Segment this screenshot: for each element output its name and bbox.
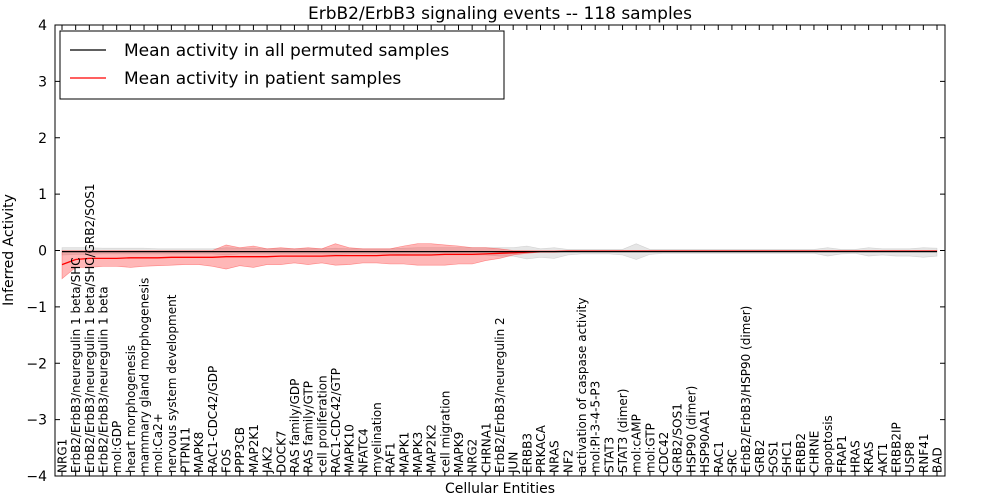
x-tick-label: NRG1: [56, 439, 70, 473]
x-tick-label: RAS family/GDP: [288, 379, 302, 473]
x-tick-label: RAC1-CDC42/GDP: [206, 366, 220, 473]
x-tick-label: BAD: [931, 447, 945, 473]
x-tick-label: CHRNE: [808, 431, 822, 473]
x-tick-label: SOS1: [766, 441, 780, 473]
x-tick-label: RAC1-CDC42/GTP: [329, 368, 343, 473]
x-tick-label: MAPK3: [411, 432, 425, 473]
x-tick-label: NFATC4: [356, 428, 370, 473]
y-axis: 4 3 2 1 0 −1 −2 −3 −4: [26, 18, 945, 485]
x-tick-label: HSP90AA1: [698, 409, 712, 473]
x-tick-label: SRC: [725, 449, 739, 473]
y-tick-label: 3: [38, 74, 47, 90]
series-lines: [61, 250, 937, 266]
x-tick-label: ERBB2: [794, 433, 808, 473]
x-tick-label: USP8: [903, 442, 917, 473]
y-tick-label: −1: [26, 300, 47, 316]
x-tick-label: mol:GDP: [110, 421, 124, 473]
x-axis: NRG1 ErbB2/ErbB3/neuregulin 1 beta/SHC Erb…: [56, 25, 945, 476]
x-tick-label: HRAS: [849, 440, 863, 473]
y-tick-label: 1: [38, 187, 47, 203]
x-tick-label: ErbB2/ErbB3/neuregulin 1 beta/SHC/GRB2/S…: [83, 183, 97, 473]
x-tick-label: ErbB2/ErbB3/neuregulin 2: [493, 317, 507, 473]
x-tick-label: ERBB2IP: [890, 422, 904, 473]
x-tick-label: RNF41: [917, 434, 931, 474]
x-tick-label: cell migration: [438, 391, 452, 473]
x-tick-label: MAPK9: [452, 432, 466, 473]
x-tick-label: AKT1: [876, 443, 890, 473]
x-tick-label: MAP2K1: [247, 424, 261, 473]
y-tick-label: −4: [26, 469, 47, 485]
x-tick-label: FOS: [220, 449, 234, 473]
x-tick-label: RAC1: [712, 441, 726, 473]
x-tick-label: HSP90 (dimer): [684, 386, 698, 473]
x-tick-label: CHRNA1: [479, 422, 493, 473]
x-tick-label: PRKACA: [534, 424, 548, 473]
x-tick-label: ERBB3: [520, 433, 534, 473]
x-tick-label: STAT3: [602, 437, 616, 473]
y-tick-label: −2: [26, 356, 47, 372]
x-tick-label: apoptosis: [821, 415, 835, 473]
legend-label-patient: Mean activity in patient samples: [124, 69, 401, 89]
x-tick-label: DOCK7: [274, 430, 288, 473]
x-tick-label: ErbB2/ErbB3/neuregulin 1 beta: [97, 286, 111, 473]
x-tick-label: NF2: [561, 449, 575, 473]
x-tick-label: GRB2/SOS1: [671, 403, 685, 473]
x-tick-label: JUN: [507, 452, 521, 474]
x-tick-label: NRAS: [548, 440, 562, 473]
y-axis-label: Inferred Activity: [1, 194, 17, 306]
y-tick-label: 0: [38, 244, 47, 260]
x-tick-label: STAT3 (dimer): [616, 389, 630, 473]
x-tick-label: MAPK10: [343, 424, 357, 473]
x-tick-label: SHC1: [780, 440, 794, 473]
x-tick-label: GRB2: [753, 439, 767, 473]
x-tick-label: ErbB2/ErbB3/neuregulin 1 beta/SHC: [69, 257, 83, 473]
x-tick-label: ErbB2/ErbB3/HSP90 (dimer): [739, 306, 753, 473]
x-tick-label: MAPK1: [397, 432, 411, 473]
x-tick-label: PPP3CB: [233, 427, 247, 473]
legend-label-permuted: Mean activity in all permuted samples: [124, 41, 449, 61]
x-tick-label: RAF1: [384, 442, 398, 473]
x-tick-label: nervous system development: [165, 294, 179, 473]
y-tick-label: −3: [26, 413, 47, 429]
x-axis-label: Cellular Entities: [445, 481, 555, 497]
x-tick-label: mol:cAMP: [630, 414, 644, 473]
x-tick-label: mammary gland morphogenesis: [138, 278, 152, 473]
y-tick-label: 4: [38, 18, 47, 34]
x-tick-label: activation of caspase activity: [575, 298, 589, 473]
x-tick-label: mol:Ca2+: [151, 413, 165, 473]
plot-frame: [54, 24, 946, 477]
x-tick-label: FRAP1: [835, 435, 849, 473]
x-tick-label: MAPK8: [192, 432, 206, 473]
x-tick-label: MAP2K2: [425, 424, 439, 473]
x-tick-label: PTPN11: [179, 427, 193, 473]
x-tick-label: myelination: [370, 402, 384, 473]
x-tick-label: CDC42: [657, 432, 671, 473]
x-tick-label: cell proliferation: [315, 375, 329, 473]
legend-box: [59, 30, 505, 100]
x-tick-label: heart morphogenesis: [124, 345, 138, 473]
x-tick-label: KRAS: [862, 441, 876, 473]
x-tick-label: JAK2: [261, 446, 275, 474]
legend: Mean activity in all permuted samples Me…: [59, 30, 505, 100]
y-tick-label: 2: [38, 131, 47, 147]
x-tick-label: RAS family/GTP: [302, 381, 316, 473]
chart-title: ErbB2/ErbB3 signaling events -- 118 samp…: [308, 4, 692, 24]
x-tick-label: mol:PI-3-4-5-P3: [589, 381, 603, 473]
x-tick-label: mol:GTP: [643, 423, 657, 473]
confidence-bands: [61, 243, 938, 280]
x-tick-label: NRG2: [466, 439, 480, 473]
